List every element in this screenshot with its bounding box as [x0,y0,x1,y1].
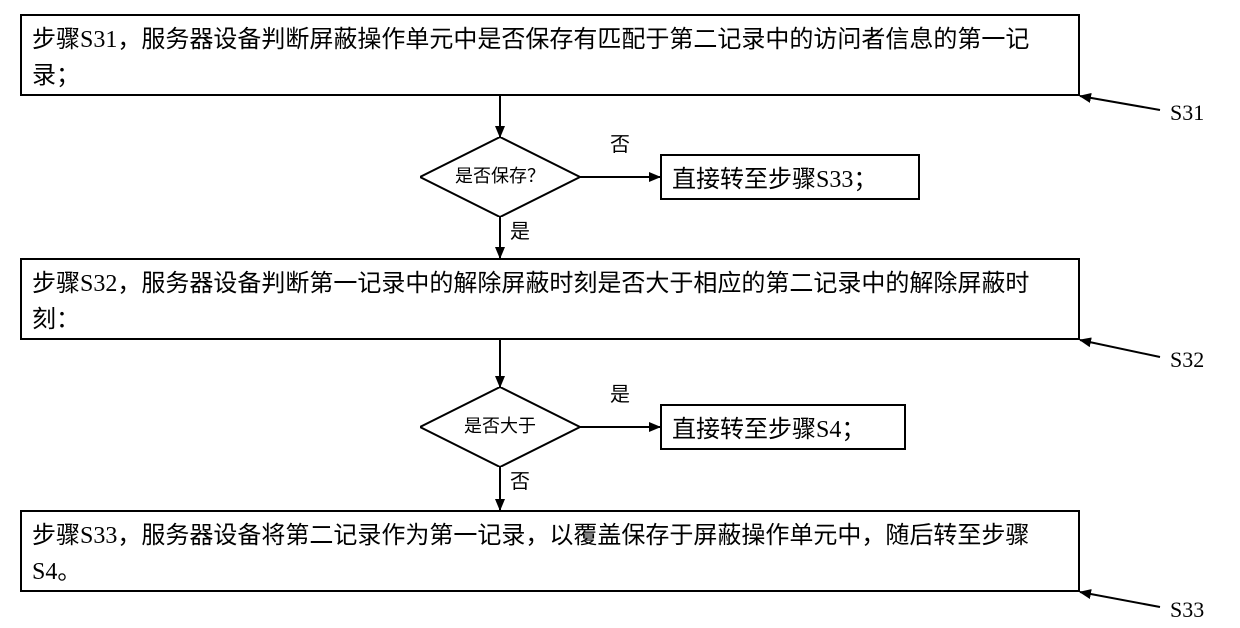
annot-s31: S31 [1170,100,1204,126]
step-s32-text: 步骤S32，服务器设备判断第一记录中的解除屏蔽时刻是否大于相应的第二记录中的解除… [32,271,1029,333]
decision-greater: 是否大于 [420,387,580,467]
goto-s4-text: 直接转至步骤S4； [672,417,865,443]
annot-s33: S33 [1170,597,1204,623]
step-s33-text: 步骤S33，服务器设备将第二记录作为第一记录，以覆盖保存于屏蔽操作单元中，随后转… [32,523,1029,585]
goto-s4-box: 直接转至步骤S4； [660,404,906,450]
decision-saved-text: 是否保存？ [455,167,545,187]
annot-s32: S32 [1170,347,1204,373]
label-d2-yes: 是 [610,378,630,407]
goto-s33-box: 直接转至步骤S33； [660,154,920,200]
step-s31-box: 步骤S31，服务器设备判断屏蔽操作单元中是否保存有匹配于第二记录中的访问者信息的… [20,14,1080,96]
flowchart-canvas: 步骤S31，服务器设备判断屏蔽操作单元中是否保存有匹配于第二记录中的访问者信息的… [0,0,1240,628]
step-s33-box: 步骤S33，服务器设备将第二记录作为第一记录，以覆盖保存于屏蔽操作单元中，随后转… [20,510,1080,592]
decision-greater-text: 是否大于 [464,417,536,437]
label-d2-no: 否 [510,465,530,494]
label-d1-no: 否 [610,128,630,157]
decision-saved: 是否保存？ [420,137,580,217]
goto-s33-text: 直接转至步骤S33； [672,167,877,193]
step-s32-box: 步骤S32，服务器设备判断第一记录中的解除屏蔽时刻是否大于相应的第二记录中的解除… [20,258,1080,340]
step-s31-text: 步骤S31，服务器设备判断屏蔽操作单元中是否保存有匹配于第二记录中的访问者信息的… [32,27,1029,89]
label-d1-yes: 是 [510,215,530,244]
